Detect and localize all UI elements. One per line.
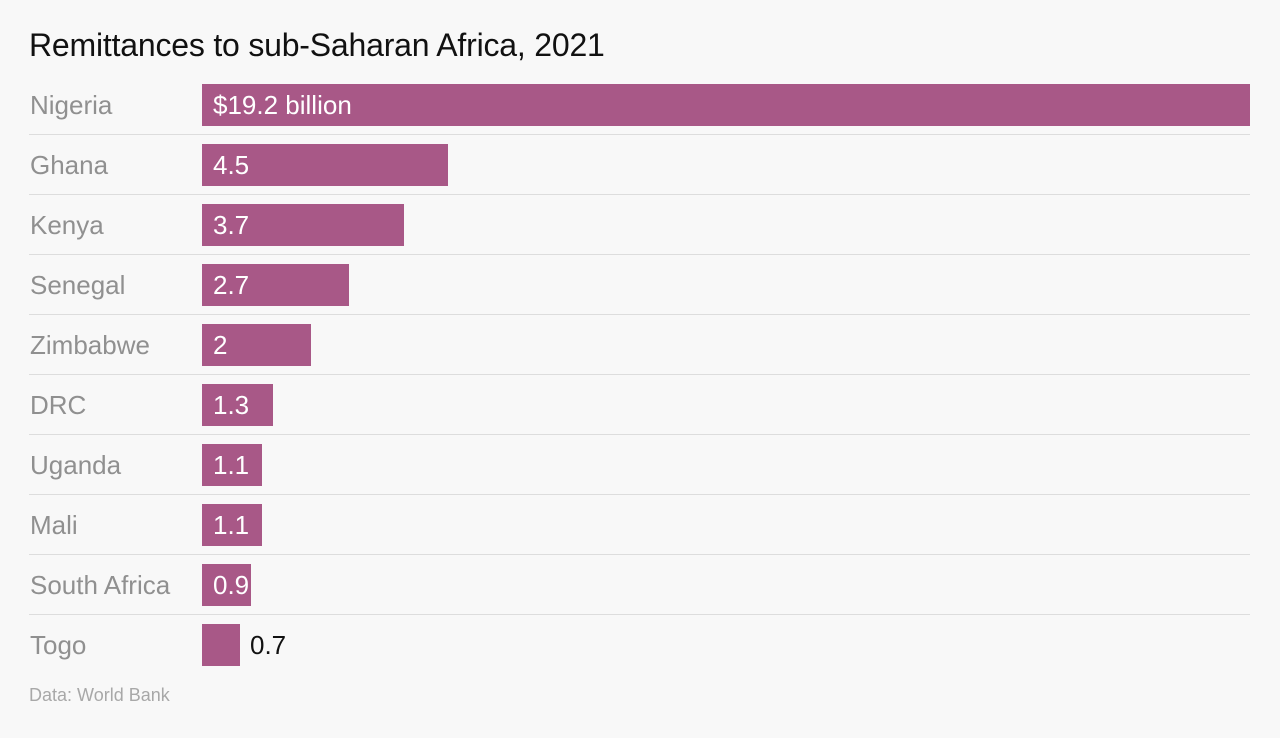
bar-row: Uganda 1.1 [29, 435, 1250, 495]
data-label: 1.3 [213, 390, 250, 420]
bar [202, 264, 349, 306]
bar-row: South Africa 0.9 [29, 555, 1250, 615]
bar [202, 324, 311, 366]
category-label: DRC [30, 390, 87, 420]
bar-row: Togo 0.7 [29, 615, 1250, 675]
bar-chart: Nigeria $19.2 billion Ghana 4.5 Kenya 3.7 Sene… [29, 75, 1250, 675]
category-label: South Africa [30, 570, 171, 600]
bar [202, 384, 273, 426]
category-label: Zimbabwe [30, 330, 150, 360]
category-label: Ghana [30, 150, 109, 180]
data-label: 2.7 [213, 270, 250, 300]
data-label: 2 [213, 330, 228, 360]
bar [202, 144, 448, 186]
source-note: Data: World Bank [29, 685, 170, 705]
data-label: $19.2 billion [213, 90, 352, 120]
row-divider [29, 614, 1250, 615]
category-label: Uganda [30, 450, 122, 480]
chart-title: Remittances to sub-Saharan Africa, 2021 [29, 27, 605, 63]
bar [202, 564, 251, 606]
row-divider [29, 314, 1250, 315]
data-label: 0.9 [213, 570, 250, 600]
bar-row: DRC 1.3 [29, 375, 1250, 435]
row-divider [29, 194, 1250, 195]
category-label: Kenya [30, 210, 104, 240]
row-divider [29, 434, 1250, 435]
bar [202, 504, 262, 546]
data-label: 4.5 [213, 150, 250, 180]
bar [202, 624, 240, 666]
bar-row: Mali 1.1 [29, 495, 1250, 555]
row-divider [29, 254, 1250, 255]
data-label: 1.1 [213, 450, 250, 480]
data-label: 3.7 [213, 210, 250, 240]
row-divider [29, 494, 1250, 495]
category-label: Mali [30, 510, 78, 540]
bar-row: Kenya 3.7 [29, 195, 1250, 255]
bar [202, 84, 1250, 126]
row-divider [29, 554, 1250, 555]
bar [202, 204, 404, 246]
bar-row: Senegal 2.7 [29, 255, 1250, 315]
data-label: 1.1 [213, 510, 250, 540]
bar [202, 444, 262, 486]
data-label: 0.7 [250, 630, 287, 660]
category-label: Nigeria [30, 90, 113, 120]
bar-row: Nigeria $19.2 billion [29, 75, 1250, 135]
category-label: Togo [30, 630, 87, 660]
row-divider [29, 134, 1250, 135]
category-label: Senegal [30, 270, 126, 300]
bar-row: Zimbabwe 2 [29, 315, 1250, 375]
bar-row: Ghana 4.5 [29, 135, 1250, 195]
row-divider [29, 374, 1250, 375]
